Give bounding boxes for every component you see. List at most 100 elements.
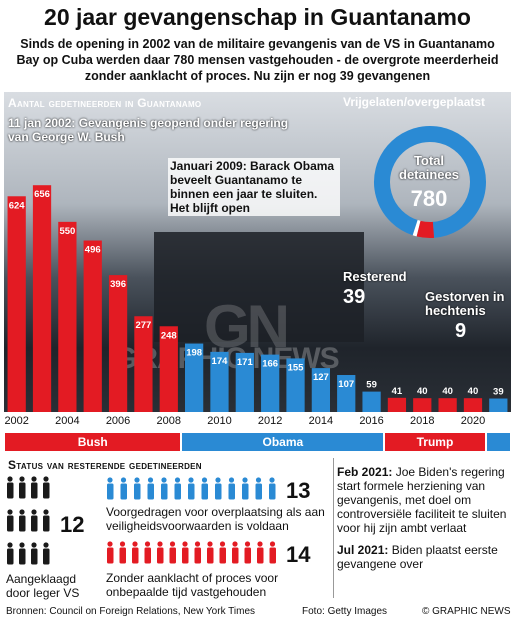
bar-2006 (108, 275, 128, 412)
person-icon (194, 541, 201, 547)
donut-center-value: 780 (410, 186, 448, 211)
president-band: Bush (5, 433, 181, 451)
person-icon (31, 482, 38, 499)
bar-2018 (413, 398, 432, 412)
person-icon (147, 477, 154, 483)
bar-2005 (83, 240, 102, 412)
timeline-text: Joe Biden's regering start formele herzi… (337, 465, 507, 535)
person-icon (132, 541, 138, 547)
person-icon (43, 515, 50, 532)
person-icon (132, 547, 139, 564)
timeline-item: Feb 2021: Joe Biden's regering start for… (337, 465, 509, 535)
president-band (486, 433, 510, 451)
bar-value-label: 277 (135, 320, 151, 331)
x-tick-label: 2020 (460, 415, 486, 427)
person-icon (232, 541, 238, 547)
chart-title: Aantal gedetineerden in Guantanamo (8, 96, 202, 110)
person-icon (19, 548, 26, 565)
donut-segment (374, 126, 486, 238)
person-icon (19, 509, 25, 515)
person-icon (257, 547, 264, 564)
person-icon (228, 483, 235, 500)
brand-credit: © GRAPHIC NEWS (422, 606, 511, 617)
people-group-red (107, 541, 276, 564)
person-icon (255, 477, 262, 483)
died-label: Gestorven in hechtenis (425, 289, 505, 318)
person-icon (31, 476, 37, 482)
x-tick-label: 2010 (207, 415, 232, 427)
group-text-charged: Aangeklaagd door leger VS (6, 572, 80, 600)
person-icon (174, 483, 181, 500)
x-axis (4, 412, 511, 430)
person-icon (43, 476, 49, 482)
person-icon (244, 541, 251, 547)
person-icon (7, 548, 14, 565)
president-band: Obama (182, 433, 384, 451)
person-icon (119, 547, 126, 564)
group-count-indefinite: 14 (286, 542, 311, 567)
bar-value-label: 396 (110, 279, 126, 290)
bar-value-label: 550 (59, 226, 75, 237)
group-count-transfer: 13 (286, 478, 311, 503)
person-icon (43, 548, 50, 565)
x-tick-label: 2016 (359, 415, 384, 427)
person-icon (107, 547, 114, 564)
x-tick-label: 2006 (105, 415, 131, 427)
annotation-2009: Januari 2009: Barack Obama beveelt Guant… (168, 158, 340, 216)
person-icon (19, 482, 26, 499)
person-icon (120, 483, 127, 500)
people-group-black (7, 476, 50, 565)
x-tick-label: 2014 (308, 415, 334, 427)
person-icon (182, 541, 188, 547)
released-label: Vrijgelaten/overgeplaatst (343, 95, 486, 109)
bar-2020 (463, 398, 483, 412)
person-icon (7, 509, 13, 515)
bar-2017 (387, 397, 407, 412)
timeline: Feb 2021: Joe Biden's regering start for… (337, 465, 509, 571)
bar-2009 (184, 343, 204, 412)
person-icon (157, 547, 164, 564)
timeline-date: Jul 2021: (337, 543, 389, 557)
person-icon (182, 547, 189, 564)
person-icon (147, 483, 154, 500)
person-icon (134, 477, 140, 483)
divider (333, 458, 334, 598)
bar-2016 (362, 391, 381, 412)
person-icon (215, 483, 222, 500)
person-icon (144, 547, 151, 564)
watermark-logo: GN (204, 293, 290, 360)
person-icon (19, 515, 26, 532)
bar-value-label: 40 (442, 386, 453, 397)
bar-value-label: 198 (186, 348, 202, 359)
bar-value-label: 174 (212, 356, 229, 367)
donut-center-label: Total detainees (399, 153, 459, 182)
donut-segment (416, 220, 435, 238)
bar-2003 (32, 185, 52, 412)
bar-value-label: 656 (34, 189, 50, 200)
bar-value-label: 155 (288, 362, 305, 373)
president-band: Trump (385, 433, 485, 451)
bar-value-label: 40 (417, 386, 428, 397)
person-icon (134, 483, 141, 500)
person-icon (255, 483, 262, 500)
person-icon (161, 483, 168, 500)
person-icon (244, 547, 251, 564)
person-icon (215, 477, 221, 483)
x-tick-label: 2012 (257, 415, 283, 427)
bar-2008 (159, 326, 178, 412)
timeline-item: Jul 2021: Biden plaatst eerste gevangene… (337, 543, 509, 571)
person-icon (43, 509, 49, 515)
person-icon (269, 477, 275, 483)
status-title: Status van resterende gedetineerden (8, 458, 202, 472)
x-tick-label: 2002 (4, 415, 29, 427)
bar-2007 (134, 316, 153, 412)
person-icon (207, 541, 213, 547)
bar-2011 (235, 352, 254, 412)
timeline-date: Feb 2021: (337, 465, 393, 479)
person-icon (31, 509, 37, 515)
bar-value-label: 39 (493, 387, 504, 398)
bar-2019 (438, 398, 457, 412)
bar-value-label: 496 (85, 245, 101, 256)
bar-value-label: 40 (468, 386, 479, 397)
bar-2012 (261, 354, 280, 412)
